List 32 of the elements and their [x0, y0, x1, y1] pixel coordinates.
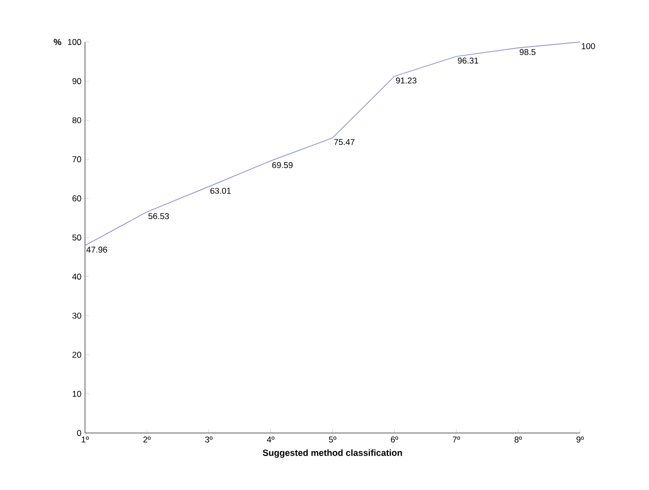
x-tick-label: 3º [205, 436, 213, 443]
data-label: 56.53 [148, 213, 169, 220]
x-tick-label: 7º [452, 436, 460, 442]
y-tick-label: 0 [77, 430, 82, 436]
x-tick-label: 5º [328, 436, 336, 443]
y-tick-label: 60 [72, 195, 82, 202]
y-tick-label: 50 [72, 234, 82, 240]
data-label: 75.47 [334, 139, 354, 145]
y-tick-label: 20 [72, 352, 82, 358]
y-tick-label: 70 [72, 156, 82, 162]
y-axis-title: % [54, 38, 62, 46]
data-label: 47.96 [86, 246, 108, 253]
x-tick-label: 9º [576, 436, 584, 443]
x-tick-label: 2º [143, 436, 151, 442]
data-label: 69.59 [272, 162, 293, 168]
data-label: 63.01 [210, 188, 231, 194]
x-tick-label: 6º [390, 436, 398, 443]
data-label: 91.23 [396, 77, 416, 84]
x-tick-label: 8º [514, 436, 522, 443]
line-series [84, 42, 580, 246]
y-tick-label: 30 [72, 312, 82, 319]
y-tick-label: 40 [72, 274, 82, 280]
y-tick-label: 100 [68, 38, 82, 45]
y-tick-label: 80 [72, 117, 82, 124]
data-label: 96.31 [458, 58, 478, 64]
y-tick-label: 90 [72, 78, 82, 84]
data-label: 98.5 [520, 49, 536, 56]
x-axis-title: Suggested method classification [262, 449, 402, 458]
x-tick-label: 1º [82, 436, 89, 442]
x-tick-label: 4º [266, 436, 274, 442]
data-label: 100 [582, 43, 595, 50]
y-tick-label: 10 [72, 390, 82, 397]
